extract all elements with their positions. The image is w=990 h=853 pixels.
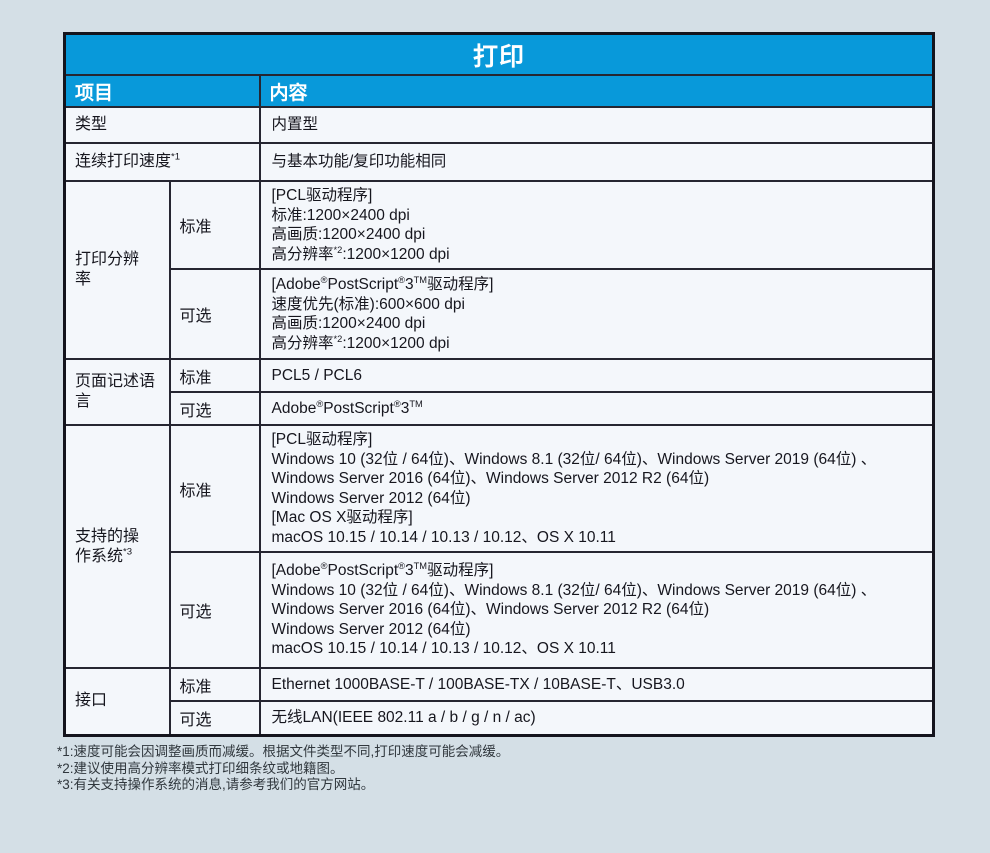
row-interface-label: 接口 bbox=[63, 667, 171, 736]
row-pdl-label: 页面记述语言 bbox=[63, 358, 171, 426]
footnote-1: *1:速度可能会因调整画质而减缓。根据文件类型不同,打印速度可能会减缓。 bbox=[57, 744, 510, 759]
column-header-content: 内容 bbox=[258, 74, 935, 108]
pdl-standard-tier: 标准 bbox=[168, 358, 261, 393]
row-type-label: 类型 bbox=[63, 106, 261, 144]
interface-optional-tier: 可选 bbox=[168, 700, 261, 736]
pdl-optional-value: Adobe®PostScript®3TM bbox=[258, 391, 935, 426]
pdl-standard-value: PCL5 / PCL6 bbox=[258, 358, 935, 393]
row-type-value: 内置型 bbox=[258, 106, 935, 144]
resolution-standard-value: [PCL驱动程序] 标准:1200×2400 dpi 高画质:1200×2400 d… bbox=[258, 180, 935, 270]
footnotes: *1:速度可能会因调整画质而减缓。根据文件类型不同,打印速度可能会减缓。 *2:… bbox=[57, 744, 509, 794]
resolution-optional-value: [Adobe®PostScript®3TM驱动程序] 速度优先(标准):600×6… bbox=[258, 268, 935, 360]
column-header-item: 项目 bbox=[63, 74, 261, 108]
interface-optional-value: 无线LAN(IEEE 802.11 a / b / g / n / ac) bbox=[258, 700, 935, 736]
pdl-optional-tier: 可选 bbox=[168, 391, 261, 426]
os-optional-tier: 可选 bbox=[168, 551, 261, 669]
interface-standard-value: Ethernet 1000BASE-T / 100BASE-TX / 10BAS… bbox=[258, 667, 935, 702]
os-optional-value: [Adobe®PostScript®3TM驱动程序] Windows 10 (32… bbox=[258, 551, 935, 669]
row-resolution-label: 打印分辨率 bbox=[63, 180, 171, 360]
table-title: 打印 bbox=[63, 32, 935, 76]
footnote-2: *2:建议使用高分辨率模式打印细条纹或地籍图。 bbox=[57, 760, 344, 776]
footnote-3: *3:有关支持操作系统的消息,请参考我们的官方网站。 bbox=[57, 777, 375, 792]
row-os-label: 支持的操 作系统*3 bbox=[63, 424, 171, 669]
resolution-optional-tier: 可选 bbox=[168, 268, 261, 360]
print-spec-table: 打印 项目 内容 类型 内置型 连续打印速度*1 与基本功能/复印功能相同 打印… bbox=[63, 32, 936, 737]
interface-standard-tier: 标准 bbox=[168, 667, 261, 702]
row-speed-label: 连续打印速度*1 bbox=[63, 142, 261, 182]
row-speed-value: 与基本功能/复印功能相同 bbox=[258, 142, 935, 182]
os-standard-tier: 标准 bbox=[168, 424, 261, 553]
os-standard-value: [PCL驱动程序] Windows 10 (32位 / 64位)、Windows … bbox=[258, 424, 935, 553]
resolution-standard-tier: 标准 bbox=[168, 180, 261, 270]
